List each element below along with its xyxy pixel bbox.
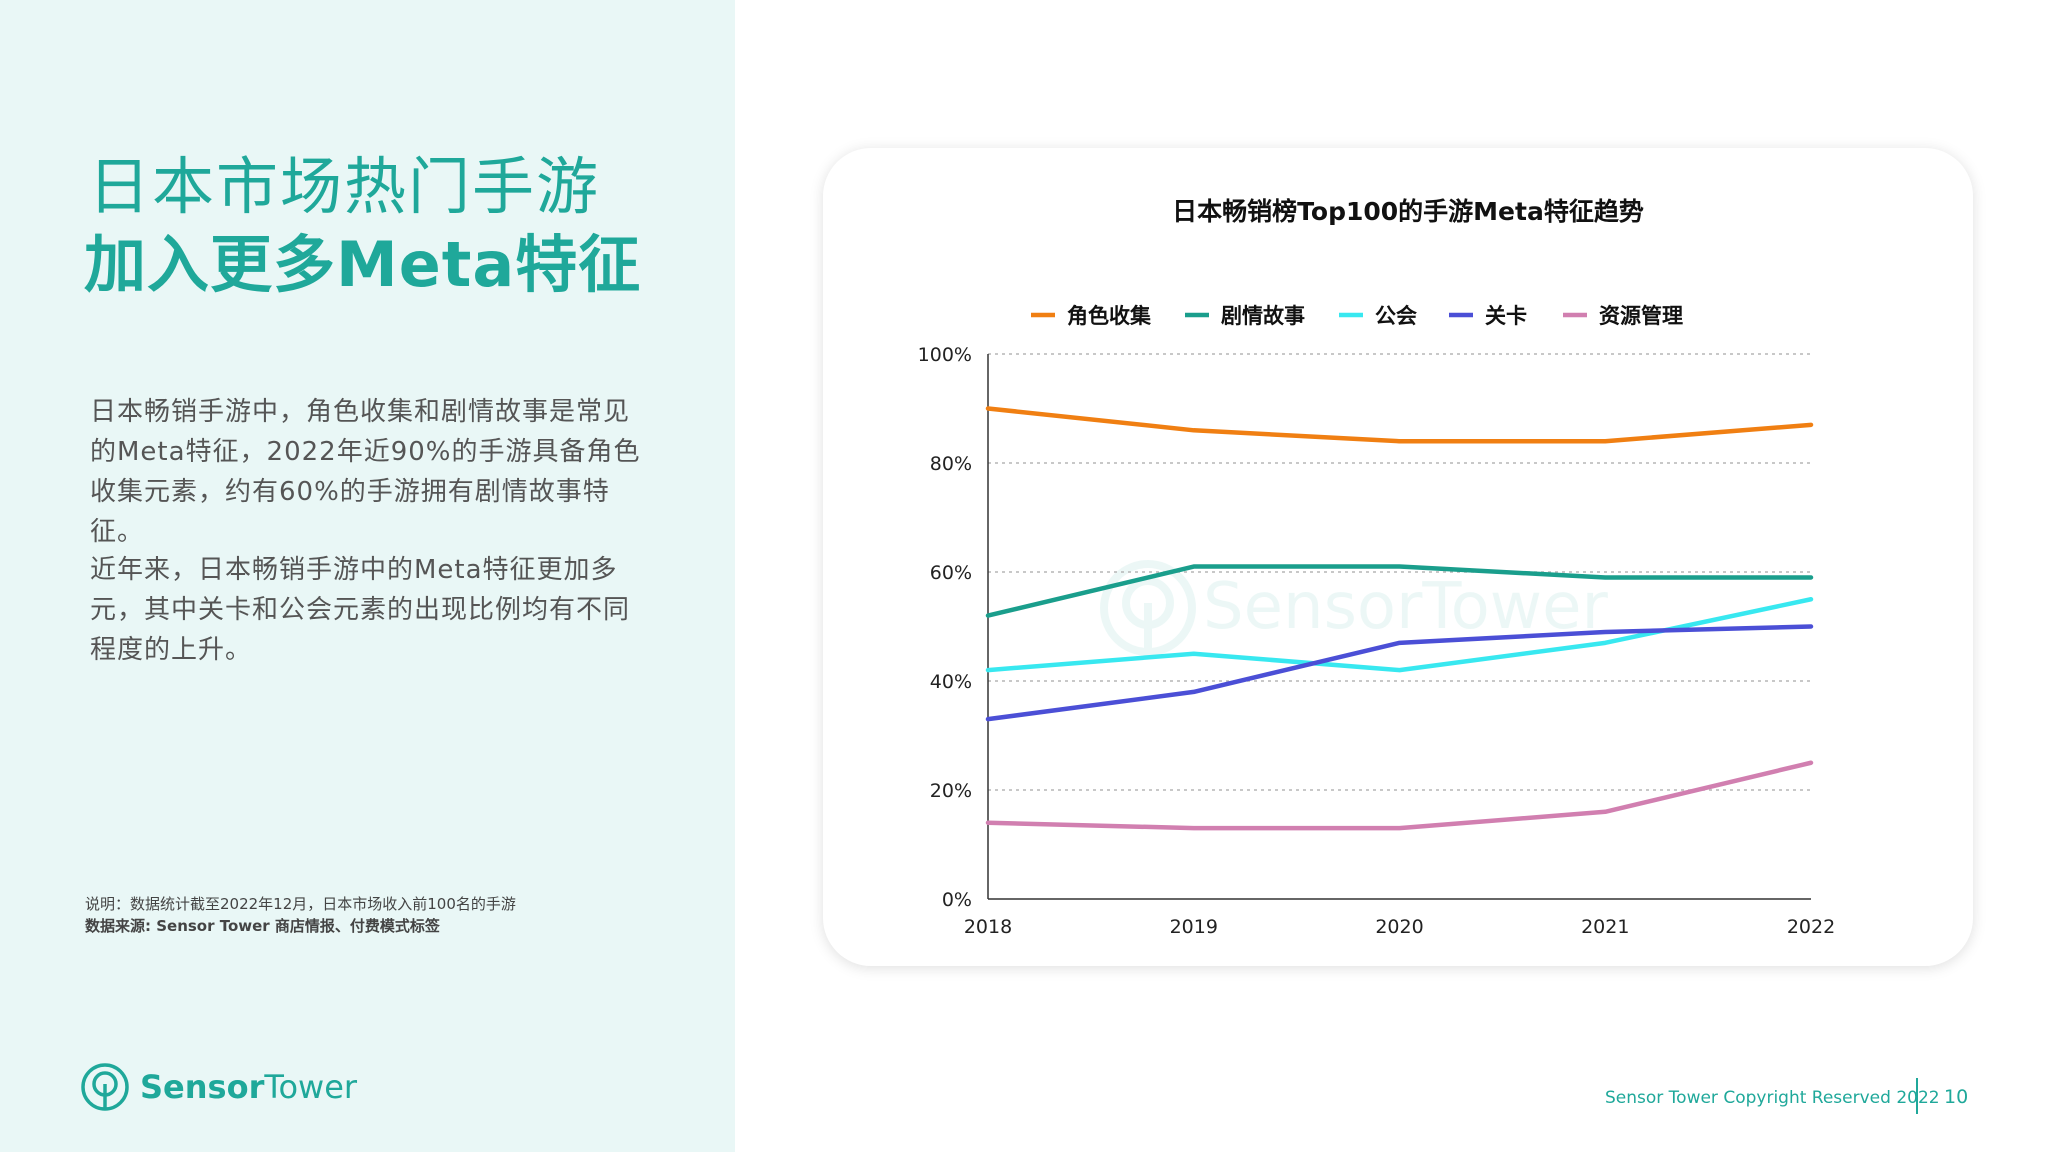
series-line-资源管理 (985, 760, 1814, 831)
footer-copyright: Sensor Tower Copyright Reserved 2022 (1605, 1088, 1940, 1108)
data-source: 数据来源: Sensor Tower 商店情报、付费模式标签 (85, 917, 440, 935)
chart-series (985, 406, 1814, 831)
watermark-logo-icon (1100, 560, 1196, 656)
legend-item: 关卡 (1449, 304, 1527, 328)
legend-item: 公会 (1339, 304, 1417, 328)
x-tick-label: 2022 (1787, 916, 1835, 938)
summary-paragraph-1: 日本畅销手游中，角色收集和剧情故事是常见的Meta特征，2022年近90%的手游… (90, 397, 641, 547)
series-line-角色收集 (985, 406, 1814, 444)
left-panel: 日本市场热门手游 加入更多Meta特征 日本畅销手游中，角色收集和剧情故事是常见… (0, 0, 735, 1152)
legend-item: 资源管理 (1563, 304, 1683, 328)
page-number: 10 (1944, 1086, 1969, 1108)
chart-title: 日本畅销榜Top100的手游Meta特征趋势 (1172, 197, 1644, 226)
legend-label: 资源管理 (1599, 304, 1683, 328)
x-tick-label: 2021 (1581, 916, 1629, 938)
x-tick-label: 2018 (964, 916, 1012, 938)
x-tick-label: 2019 (1170, 916, 1218, 938)
legend-label: 关卡 (1485, 304, 1527, 328)
chart-axes (987, 354, 1811, 900)
page-title-line1: 日本市场热门手游 (88, 150, 601, 223)
y-axis-labels: 0% 20% 40% 60% 80% 100% (918, 344, 972, 911)
watermark-text: SensorTower (1203, 570, 1608, 644)
page-title-line2: 加入更多Meta特征 (84, 228, 642, 301)
legend-item: 剧情故事 (1185, 304, 1305, 328)
chart-card: SensorTower 日本畅销榜Top100的手游Meta特征趋势 角色收集 剧… (823, 148, 1973, 966)
chart-legend: 角色收集 剧情故事 公会 关卡 资源管理 (1031, 304, 1683, 328)
x-axis-labels: 2018 2019 2020 2021 2022 (964, 916, 1835, 938)
y-tick-label: 60% (930, 562, 972, 584)
data-note: 说明：数据统计截至2022年12月，日本市场收入前100名的手游 (85, 895, 516, 913)
y-tick-label: 0% (942, 889, 972, 911)
line-chart: SensorTower 日本畅销榜Top100的手游Meta特征趋势 角色收集 剧… (918, 197, 1836, 938)
y-tick-label: 40% (930, 671, 972, 693)
logo-text: SensorTower (140, 1068, 357, 1106)
legend-label: 剧情故事 (1221, 304, 1305, 328)
summary-paragraph-2: 近年来，日本畅销手游中的Meta特征更加多元，其中关卡和公会元素的出现比例均有不… (90, 555, 631, 665)
y-tick-label: 80% (930, 453, 972, 475)
y-tick-label: 20% (930, 780, 972, 802)
logo-text-sensor: Sensor (140, 1068, 265, 1106)
sensor-tower-logo: SensorTower (80, 1062, 357, 1112)
footer-divider (1916, 1078, 1918, 1114)
logo-text-tower: Tower (264, 1068, 358, 1106)
legend-item: 角色收集 (1031, 304, 1152, 328)
legend-label: 公会 (1375, 304, 1417, 328)
watermark: SensorTower (1100, 560, 1608, 656)
x-tick-label: 2020 (1375, 916, 1423, 938)
series-line-剧情故事 (985, 564, 1814, 618)
sensor-tower-logo-icon (81, 1063, 129, 1111)
series-line-关卡 (985, 624, 1814, 722)
legend-label: 角色收集 (1067, 304, 1152, 328)
y-tick-label: 100% (918, 344, 972, 366)
